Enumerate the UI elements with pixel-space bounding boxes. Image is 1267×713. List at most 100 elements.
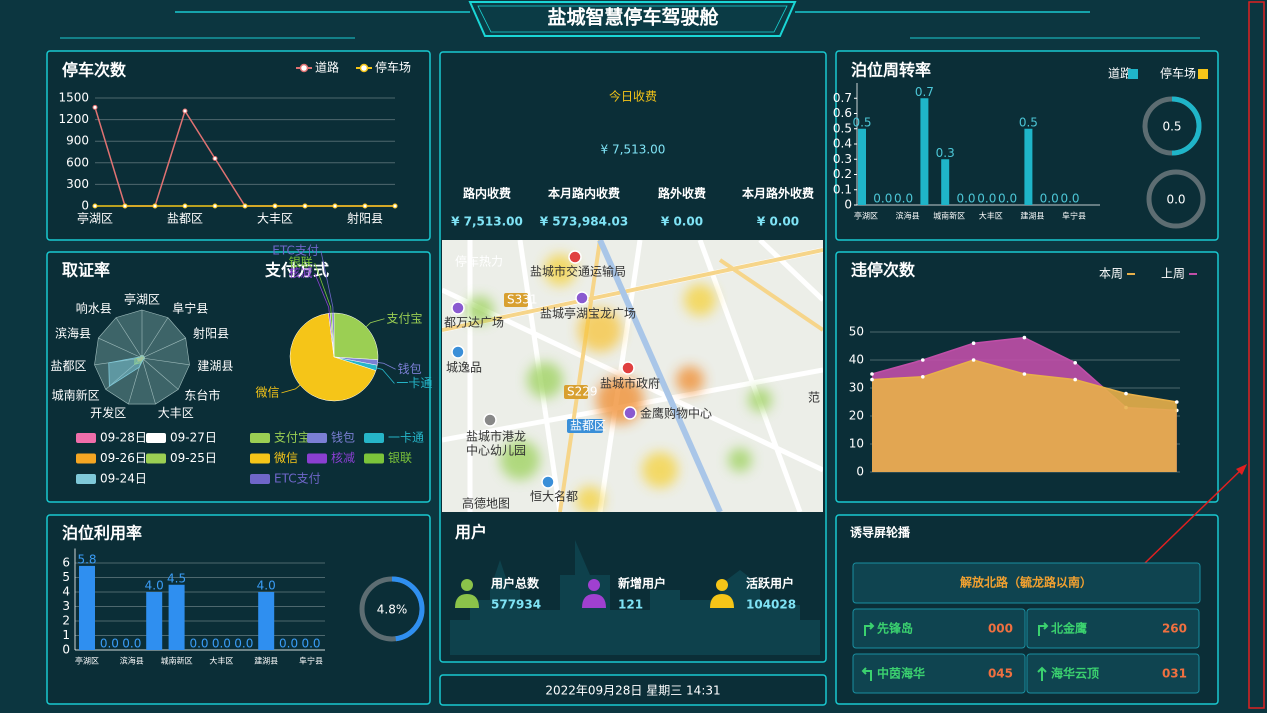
area-point: [870, 372, 874, 376]
pie-label: 微信: [255, 385, 279, 399]
map-label: S331: [507, 293, 538, 307]
data-label: 0.0: [189, 637, 208, 651]
guidance-arrow: [864, 622, 875, 636]
bar: [168, 584, 185, 650]
pie-label: 核减: [289, 266, 313, 280]
radar-label: 开发区: [90, 405, 126, 420]
map-label: 城逸品: [446, 361, 482, 375]
guidance-name: 先锋岛: [877, 621, 913, 636]
gauge-arc: [1171, 96, 1202, 156]
area-point: [971, 358, 976, 362]
guidance-box: [852, 653, 1026, 694]
line-point: [302, 203, 308, 209]
line-point: [152, 203, 158, 209]
bar: [258, 592, 275, 650]
map-label: 停车热力: [455, 254, 503, 269]
legend-label: 钱包: [331, 430, 355, 445]
map-poi: [451, 301, 465, 315]
map-poi: [623, 406, 637, 420]
area-fill: [872, 360, 1177, 472]
panel: [46, 514, 431, 705]
legend-swatch: [250, 474, 270, 484]
line-point: [392, 203, 398, 209]
guidance-count: 000: [988, 622, 1013, 636]
radar-spoke: [141, 337, 186, 359]
y-tick-label: 2: [62, 614, 70, 628]
radar-spoke: [98, 337, 143, 359]
line-point: [362, 203, 368, 209]
data-label: 0.0: [1040, 192, 1059, 206]
map-poi: [575, 291, 589, 305]
map: 停车热力盐城市交通运输局盐城亭湖宝龙广场都万达广场城逸品盐城市政府金鹰购物中心盐…: [442, 240, 823, 512]
map-label: 盐城市交通运输局: [530, 264, 626, 279]
y-tick-label: 20: [849, 409, 864, 423]
legend-swatch: [146, 453, 166, 464]
map-label: 盐都区: [570, 419, 606, 433]
data-label: 0.0: [100, 637, 119, 651]
radar-label: 东台市: [184, 387, 220, 402]
line-point: [182, 108, 188, 114]
revenue-value: ¥ 573,984.03: [540, 215, 628, 229]
data-label: 0.0: [873, 192, 892, 206]
pie-slice: [331, 312, 335, 358]
x-tick-label: 亭湖区: [75, 656, 99, 666]
area-point: [1073, 377, 1077, 382]
pie-leader: [365, 318, 385, 328]
map-label-bg: [567, 419, 603, 433]
area-point: [1073, 361, 1077, 365]
revenue-label: 路内收费: [463, 186, 511, 201]
y-tick-label: 0.6: [833, 106, 852, 120]
line-point: [182, 203, 188, 209]
x-tick-label: 阜宁县: [299, 656, 323, 666]
pie-leader: [314, 262, 332, 314]
user-value: 104028: [746, 598, 796, 612]
radar-series: [108, 355, 145, 388]
guidance-box: [1026, 653, 1200, 694]
data-label: 4.0: [145, 579, 164, 593]
legend-label: 道路: [315, 60, 339, 75]
y-tick-label: 1: [62, 628, 70, 642]
y-tick-label: 1500: [58, 91, 89, 105]
panel: [46, 50, 431, 241]
legend-label: 核减: [331, 451, 355, 465]
map-label-bg: [564, 385, 588, 399]
y-tick-label: 600: [66, 155, 89, 169]
y-tick-label: 300: [66, 177, 89, 191]
guidance-count: 045: [988, 667, 1013, 681]
y-tick-label: 0: [844, 198, 852, 212]
user-value: 577934: [491, 598, 541, 612]
pie-leader: [314, 273, 330, 314]
data-label: 0.0: [234, 637, 253, 651]
bar: [920, 98, 929, 205]
legend-swatch: [307, 453, 327, 464]
headline-box: [852, 562, 1201, 604]
x-tick-label: 建湖县: [1020, 211, 1044, 221]
y-tick-label: 0.3: [833, 152, 852, 166]
x-tick-label: 建湖县: [254, 656, 278, 666]
y-tick-label: 0.2: [833, 167, 852, 181]
guidance-name: 北金鹰: [1051, 621, 1087, 636]
user-label: 活跃用户: [746, 576, 794, 591]
pie-slice: [289, 313, 377, 402]
y-tick-label: 50: [849, 325, 864, 339]
guidance-arrow: [1037, 666, 1047, 681]
line-point: [212, 203, 218, 209]
gauge-label: 0.5: [1162, 120, 1181, 134]
map-label: 范: [808, 391, 820, 405]
x-tick-label: 滨海县: [120, 656, 144, 666]
legend-label: 道路: [1108, 66, 1132, 81]
user-icon: [582, 594, 606, 608]
guidance-name: 中茵海华: [877, 666, 925, 681]
pie-leader: [281, 384, 301, 394]
data-label: 4.5: [167, 571, 186, 585]
data-label: 0.5: [852, 115, 871, 129]
area-point: [1124, 391, 1128, 396]
revenue-value: ¥ 7,513.00: [451, 215, 523, 229]
line-point: [242, 203, 248, 209]
map-label: 盐城市港龙: [466, 429, 526, 444]
guidance-name: 海华云顶: [1051, 666, 1099, 681]
panel-title: 违停次数: [851, 261, 916, 280]
map-poi: [568, 250, 582, 264]
map-poi: [483, 413, 497, 427]
area-point: [971, 341, 976, 346]
